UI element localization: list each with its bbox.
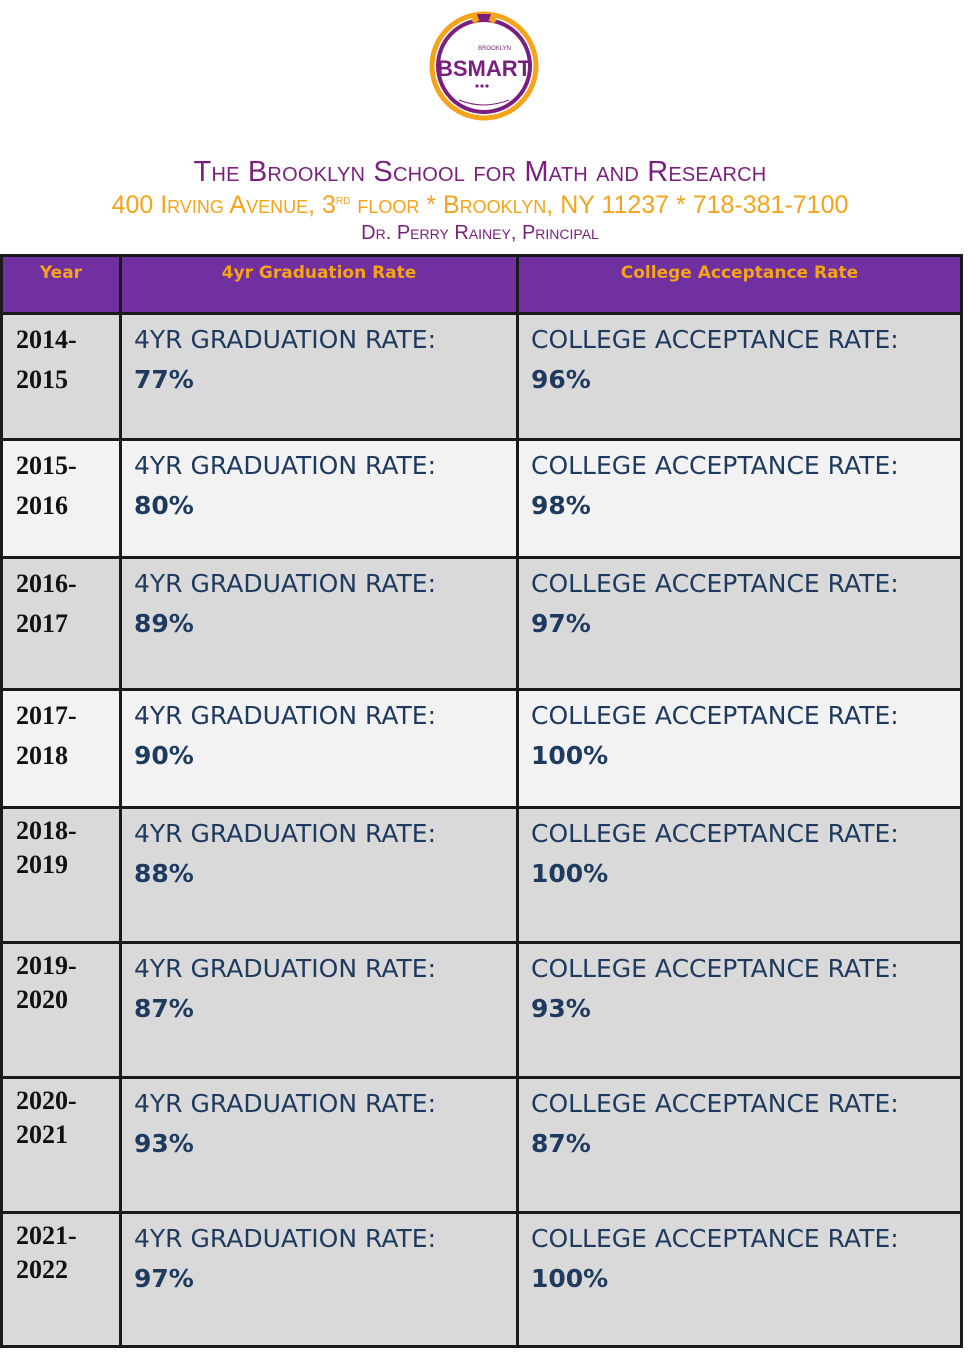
school-logo: BROOKLYN BSMART xyxy=(419,6,549,122)
school-name: The Brooklyn School for Math and Researc… xyxy=(193,156,767,188)
year-cell: 2019- 2020 xyxy=(0,941,122,1079)
college-label: COLLEGE ACCEPTANCE RATE: xyxy=(531,1089,899,1118)
college-cell: COLLEGE ACCEPTANCE RATE: 98% xyxy=(516,438,963,559)
year-cell: 2021- 2022 xyxy=(0,1211,122,1348)
principal-name: Dr. Perry Rainey, Principal xyxy=(361,222,599,244)
college-value: 100% xyxy=(531,741,609,770)
graduation-value: 89% xyxy=(134,609,194,638)
graduation-label: 4YR GRADUATION RATE: xyxy=(134,819,437,848)
year-cell: 2020- 2021 xyxy=(0,1076,122,1214)
college-cell: COLLEGE ACCEPTANCE RATE: 96% xyxy=(516,312,963,441)
graduation-value: 90% xyxy=(134,741,194,770)
college-label: COLLEGE ACCEPTANCE RATE: xyxy=(531,819,899,848)
college-value: 98% xyxy=(531,491,591,520)
college-label: COLLEGE ACCEPTANCE RATE: xyxy=(531,325,899,354)
college-value: 96% xyxy=(531,365,591,394)
graduation-label: 4YR GRADUATION RATE: xyxy=(134,1224,437,1253)
graduation-cell: 4YR GRADUATION RATE: 93% xyxy=(119,1076,519,1214)
table-row: 2015- 2016 4YR GRADUATION RATE: 80% COLLEG… xyxy=(0,438,963,559)
graduation-label: 4YR GRADUATION RATE: xyxy=(134,451,437,480)
college-value: 87% xyxy=(531,1129,591,1158)
year-cell: 2014- 2015 xyxy=(0,312,122,441)
column-header-year: Year xyxy=(0,254,122,315)
year-cell: 2018- 2019 xyxy=(0,806,122,944)
table-row: 2020- 2021 4YR GRADUATION RATE: 93% COLLEG… xyxy=(0,1076,963,1214)
college-label: COLLEGE ACCEPTANCE RATE: xyxy=(531,1224,899,1253)
year-cell: 2015- 2016 xyxy=(0,438,122,559)
graduation-cell: 4YR GRADUATION RATE: 77% xyxy=(119,312,519,441)
college-cell: COLLEGE ACCEPTANCE RATE: 97% xyxy=(516,556,963,691)
graduation-cell: 4YR GRADUATION RATE: 97% xyxy=(119,1211,519,1348)
column-header-graduation: 4yr Graduation Rate xyxy=(119,254,519,315)
table-row: 2018- 2019 4YR GRADUATION RATE: 88% COLLEG… xyxy=(0,806,963,944)
school-address: 400 Irving Avenue, 3rd floor * Brooklyn,… xyxy=(0,191,960,220)
year-cell: 2017- 2018 xyxy=(0,688,122,809)
table-row: 2019- 2020 4YR GRADUATION RATE: 87% COLLEG… xyxy=(0,941,963,1079)
graduation-cell: 4YR GRADUATION RATE: 87% xyxy=(119,941,519,1079)
graduation-label: 4YR GRADUATION RATE: xyxy=(134,569,437,598)
graduation-cell: 4YR GRADUATION RATE: 80% xyxy=(119,438,519,559)
table-header-row: Year 4yr Graduation Rate College Accepta… xyxy=(0,254,963,315)
graduation-value: 87% xyxy=(134,994,194,1023)
graduation-label: 4YR GRADUATION RATE: xyxy=(134,325,437,354)
graduation-label: 4YR GRADUATION RATE: xyxy=(134,701,437,730)
college-value: 93% xyxy=(531,994,591,1023)
graduation-value: 93% xyxy=(134,1129,194,1158)
college-cell: COLLEGE ACCEPTANCE RATE: 93% xyxy=(516,941,963,1079)
logo-name-text: BSMART xyxy=(437,56,532,81)
college-label: COLLEGE ACCEPTANCE RATE: xyxy=(531,451,899,480)
college-label: COLLEGE ACCEPTANCE RATE: xyxy=(531,701,899,730)
address-part: 400 Irving Avenue, 3 xyxy=(111,191,336,219)
college-cell: COLLEGE ACCEPTANCE RATE: 87% xyxy=(516,1076,963,1214)
graduation-value: 97% xyxy=(134,1264,194,1293)
college-label: COLLEGE ACCEPTANCE RATE: xyxy=(531,569,899,598)
college-value: 100% xyxy=(531,1264,609,1293)
address-superscript: rd xyxy=(335,191,351,207)
year-cell: 2016- 2017 xyxy=(0,556,122,691)
graduation-value: 80% xyxy=(134,491,194,520)
table-row: 2017- 2018 4YR GRADUATION RATE: 90% COLLEG… xyxy=(0,688,963,809)
graduation-label: 4YR GRADUATION RATE: xyxy=(134,1089,437,1118)
table-row: 2021- 2022 4YR GRADUATION RATE: 97% COLLEG… xyxy=(0,1211,963,1348)
graduation-value: 88% xyxy=(134,859,194,888)
graduation-label: 4YR GRADUATION RATE: xyxy=(134,954,437,983)
college-cell: COLLEGE ACCEPTANCE RATE: 100% xyxy=(516,806,963,944)
graduation-value: 77% xyxy=(134,365,194,394)
column-header-college: College Acceptance Rate xyxy=(516,254,963,315)
table-row: 2014- 2015 4YR GRADUATION RATE: 77% COLLEG… xyxy=(0,312,963,441)
college-cell: COLLEGE ACCEPTANCE RATE: 100% xyxy=(516,688,963,809)
college-label: COLLEGE ACCEPTANCE RATE: xyxy=(531,954,899,983)
graduation-cell: 4YR GRADUATION RATE: 90% xyxy=(119,688,519,809)
logo-top-text: BROOKLYN xyxy=(478,46,511,52)
rates-table: Year 4yr Graduation Rate College Accepta… xyxy=(0,254,963,1348)
graduation-cell: 4YR GRADUATION RATE: 88% xyxy=(119,806,519,944)
address-part: floor * Brooklyn, NY 11237 * 718-381-710… xyxy=(350,191,849,219)
table-row: 2016- 2017 4YR GRADUATION RATE: 89% COLLEG… xyxy=(0,556,963,691)
college-value: 97% xyxy=(531,609,591,638)
college-value: 100% xyxy=(531,859,609,888)
bsmart-logo-icon: BROOKLYN BSMART xyxy=(429,11,539,121)
college-cell: COLLEGE ACCEPTANCE RATE: 100% xyxy=(516,1211,963,1348)
graduation-cell: 4YR GRADUATION RATE: 89% xyxy=(119,556,519,691)
